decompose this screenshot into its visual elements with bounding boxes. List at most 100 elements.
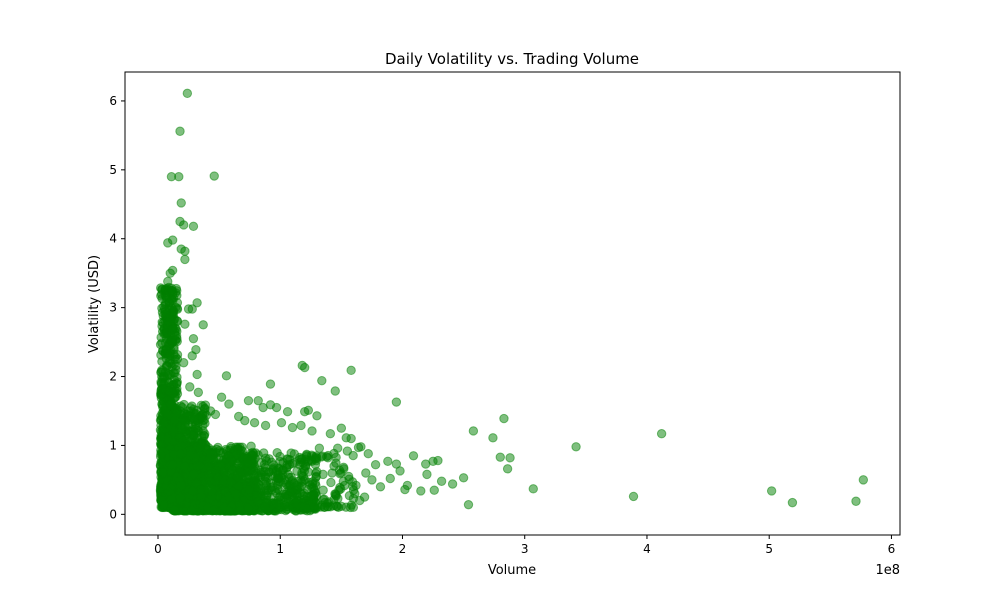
scatter-point bbox=[178, 358, 189, 368]
x-tick-label: 6 bbox=[888, 542, 896, 556]
y-tick-label: 2 bbox=[109, 370, 117, 384]
x-tick-label: 2 bbox=[399, 542, 407, 556]
scatter-point bbox=[280, 489, 291, 500]
scatter-point bbox=[187, 485, 198, 496]
scatter-point bbox=[571, 442, 581, 452]
scatter-point bbox=[270, 485, 280, 496]
scatter-point bbox=[224, 505, 234, 516]
scatter-point bbox=[235, 467, 246, 477]
scatter-point bbox=[188, 333, 199, 344]
scatter-point bbox=[178, 220, 189, 230]
scatter-point bbox=[176, 480, 186, 491]
scatter-point bbox=[163, 276, 173, 287]
scatter-point bbox=[323, 453, 333, 463]
scatter-point bbox=[499, 413, 509, 424]
scatter-point bbox=[182, 88, 193, 99]
scatter-point bbox=[161, 293, 172, 303]
scatter-point bbox=[170, 330, 180, 340]
scatter-point bbox=[276, 417, 287, 428]
scatter-point bbox=[329, 461, 339, 471]
scatter-point bbox=[375, 482, 386, 492]
scatter-point bbox=[278, 457, 288, 468]
scatter-point bbox=[787, 497, 798, 508]
scatter-point bbox=[242, 457, 253, 468]
scatter-point bbox=[231, 449, 242, 460]
scatter-point bbox=[185, 382, 195, 392]
scatter-points bbox=[155, 88, 869, 516]
scatter-point bbox=[296, 420, 306, 431]
scatter-point bbox=[234, 481, 244, 491]
scatter-point bbox=[281, 480, 292, 490]
scatter-point bbox=[244, 485, 254, 495]
scatter-point bbox=[328, 501, 338, 511]
y-tick-label: 3 bbox=[109, 301, 117, 315]
scatter-point bbox=[249, 417, 260, 428]
scatter-point bbox=[210, 409, 221, 420]
scatter-point bbox=[194, 461, 205, 471]
scatter-point bbox=[346, 433, 356, 444]
scatter-point bbox=[177, 402, 188, 413]
scatter-point bbox=[433, 455, 443, 466]
scatter-point bbox=[203, 462, 214, 472]
scatter-point bbox=[221, 371, 232, 381]
scatter-point bbox=[291, 495, 301, 506]
scatter-point bbox=[196, 492, 207, 502]
scatter-point bbox=[348, 502, 359, 513]
scatter-point bbox=[180, 461, 190, 471]
scatter-point bbox=[240, 415, 250, 426]
scatter-point bbox=[429, 485, 439, 495]
scatter-point bbox=[447, 479, 458, 489]
scatter-point bbox=[297, 468, 307, 478]
scatter-point bbox=[505, 453, 515, 463]
scatter-point bbox=[502, 464, 513, 474]
scatter-point bbox=[166, 494, 177, 504]
scatter-point bbox=[334, 485, 344, 495]
scatter-point bbox=[271, 402, 282, 413]
scatter-point bbox=[495, 452, 505, 462]
scatter-point bbox=[286, 472, 296, 482]
scatter-point bbox=[331, 452, 341, 463]
x-axis: 0 1 2 3 4 5 6 bbox=[154, 535, 895, 556]
y-tick-label: 5 bbox=[109, 163, 117, 177]
scatter-point bbox=[156, 449, 166, 459]
scatter-point bbox=[273, 500, 284, 510]
scatter-point bbox=[307, 490, 317, 500]
scatter-point bbox=[259, 486, 270, 496]
scatter-point bbox=[317, 375, 327, 386]
scatter-point bbox=[216, 392, 227, 402]
scatter-point bbox=[333, 443, 343, 453]
scatter-point bbox=[344, 471, 354, 482]
scatter-point bbox=[271, 467, 281, 478]
x-axis-label: Volume bbox=[488, 563, 536, 578]
scatter-point bbox=[262, 495, 272, 505]
scatter-point bbox=[192, 298, 202, 308]
scatter-point bbox=[192, 369, 202, 380]
scatter-point bbox=[169, 505, 179, 516]
scatter-point bbox=[157, 384, 168, 394]
scatter-point bbox=[330, 386, 340, 396]
scatter-point bbox=[363, 449, 373, 459]
scatter-point bbox=[286, 448, 296, 458]
scatter-point bbox=[156, 283, 166, 293]
scatter-point bbox=[348, 450, 358, 461]
scatter-point bbox=[155, 339, 166, 350]
scatter-point bbox=[353, 442, 364, 453]
scatter-point bbox=[247, 450, 257, 460]
scatter-point bbox=[359, 492, 370, 502]
scatter-point bbox=[463, 499, 474, 510]
scatter-point bbox=[367, 475, 377, 485]
scatter-point bbox=[159, 323, 169, 333]
scatter-point bbox=[204, 472, 214, 482]
scatter-point bbox=[260, 420, 271, 431]
scatter-point bbox=[259, 448, 269, 458]
scatter-point bbox=[204, 454, 215, 464]
scatter-point bbox=[175, 493, 185, 503]
scatter-point bbox=[336, 423, 347, 433]
scatter-point bbox=[766, 486, 777, 496]
y-axis-label: Volatility (USD) bbox=[87, 255, 102, 353]
scatter-point bbox=[224, 399, 234, 409]
scatter-point bbox=[282, 406, 293, 417]
scatter-point bbox=[243, 395, 254, 406]
scatter-point bbox=[223, 450, 234, 461]
